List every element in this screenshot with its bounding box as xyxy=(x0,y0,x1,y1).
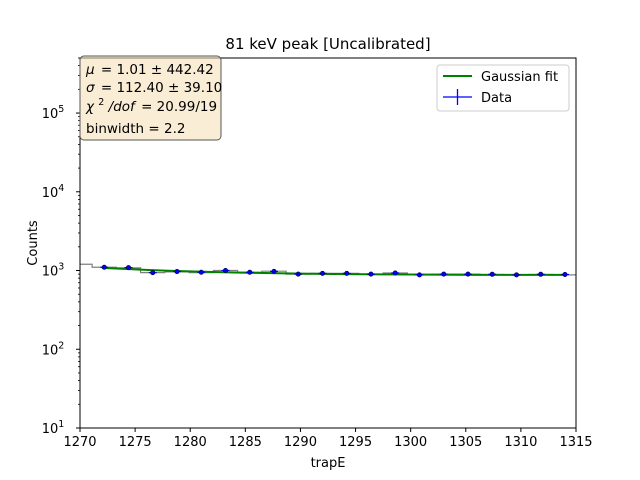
data-marker xyxy=(271,268,277,274)
data-point xyxy=(463,271,472,277)
y-tick-base: 10 xyxy=(42,422,59,437)
x-tick-label: 1275 xyxy=(119,435,152,450)
data-point xyxy=(148,270,157,276)
data-marker xyxy=(247,269,253,275)
y-tick-base: 10 xyxy=(42,343,59,358)
data-point xyxy=(391,270,400,276)
chart-title: 81 keV peak [Uncalibrated] xyxy=(225,35,430,53)
data-marker xyxy=(101,264,107,270)
data-point xyxy=(560,272,569,278)
data-marker xyxy=(344,270,350,276)
y-tick-label: 103 xyxy=(42,262,65,280)
data-marker xyxy=(513,272,519,278)
data-point xyxy=(100,264,109,270)
legend: Gaussian fit Data xyxy=(436,64,570,112)
data-marker xyxy=(465,271,471,277)
x-tick-label: 1295 xyxy=(339,435,372,450)
data-point xyxy=(415,272,424,278)
data-point xyxy=(269,268,278,274)
data-marker xyxy=(489,271,495,277)
y-tick-base: 10 xyxy=(42,265,59,280)
x-tick-label: 1285 xyxy=(229,435,262,450)
mu-symbol: μ xyxy=(85,62,95,78)
data-point xyxy=(124,265,133,271)
legend-data-swatch xyxy=(443,89,472,105)
data-marker xyxy=(150,270,156,276)
data-point xyxy=(342,270,351,276)
x-tick-label: 1300 xyxy=(394,435,427,450)
x-tick-label: 1290 xyxy=(284,435,317,450)
data-point xyxy=(512,272,521,278)
data-marker xyxy=(392,270,398,276)
y-tick-label: 105 xyxy=(42,104,65,122)
legend-fit-label: Gaussian fit xyxy=(481,70,558,85)
x-tick-label: 1270 xyxy=(63,435,96,450)
y-tick-label: 102 xyxy=(42,340,65,358)
data-marker xyxy=(562,272,568,278)
fit-info-background xyxy=(79,55,222,141)
data-point xyxy=(318,270,327,276)
y-tick-base: 10 xyxy=(42,186,59,201)
data-marker xyxy=(319,270,325,276)
y-tick-label: 104 xyxy=(42,183,65,201)
data-marker xyxy=(441,271,447,277)
x-tick-label: 1315 xyxy=(559,435,592,450)
x-axis-title: trapE xyxy=(311,456,346,471)
data-point xyxy=(172,269,181,275)
fit-sigma-text: σ = 112.40 ± 39.10 xyxy=(86,80,222,96)
data-marker xyxy=(174,269,180,275)
x-tick-label: 1305 xyxy=(449,435,482,450)
x-tick-label: 1280 xyxy=(174,435,207,450)
fit-chi2-text: χ 2 /dof = 20.99/19 xyxy=(85,93,217,115)
data-point xyxy=(366,271,375,277)
data-marker xyxy=(295,271,301,277)
sigma-symbol: σ xyxy=(86,80,95,96)
dof-label: /dof xyxy=(108,99,137,115)
data-point xyxy=(294,271,303,277)
x-axis: 1270 1275 1280 1285 1290 1295 1300 1305 1310 1315 xyxy=(63,428,593,450)
data-point xyxy=(221,268,230,274)
plot-frame xyxy=(79,57,577,429)
mu-value: = 1.01 ± 442.42 xyxy=(101,62,214,78)
data-point xyxy=(488,271,497,277)
chi-exponent: 2 xyxy=(98,97,104,108)
data-marker xyxy=(222,268,228,274)
data-marker xyxy=(416,272,422,278)
sigma-value: = 112.40 ± 39.10 xyxy=(101,80,222,96)
y-axis-title: Counts xyxy=(26,220,41,266)
data-point xyxy=(245,269,254,275)
legend-data-label: Data xyxy=(481,91,512,106)
y-tick-exponent: 4 xyxy=(58,183,64,194)
y-tick-exponent: 1 xyxy=(58,419,64,430)
chi-symbol: χ xyxy=(85,99,95,115)
y-tick-exponent: 5 xyxy=(58,104,64,115)
data-point xyxy=(197,269,206,275)
y-tick-base: 10 xyxy=(42,107,59,122)
fit-mu-text: μ = 1.01 ± 442.42 xyxy=(85,62,214,78)
y-tick-exponent: 3 xyxy=(58,262,64,273)
data-point xyxy=(439,271,448,277)
x-tick-label: 1310 xyxy=(504,435,537,450)
y-tick-label: 101 xyxy=(42,419,65,437)
fit-binwidth-text: binwidth = 2.2 xyxy=(86,121,185,137)
data-marker xyxy=(198,269,204,275)
data-points xyxy=(100,264,569,278)
data-point xyxy=(536,271,545,277)
y-tick-exponent: 2 xyxy=(58,340,64,351)
data-marker xyxy=(368,271,374,277)
chi-value: = 20.99/19 xyxy=(141,99,217,115)
data-marker xyxy=(538,271,544,277)
fit-info-box: μ = 1.01 ± 442.42 σ = 112.40 ± 39.10 χ 2… xyxy=(79,55,222,141)
data-marker xyxy=(125,265,131,271)
